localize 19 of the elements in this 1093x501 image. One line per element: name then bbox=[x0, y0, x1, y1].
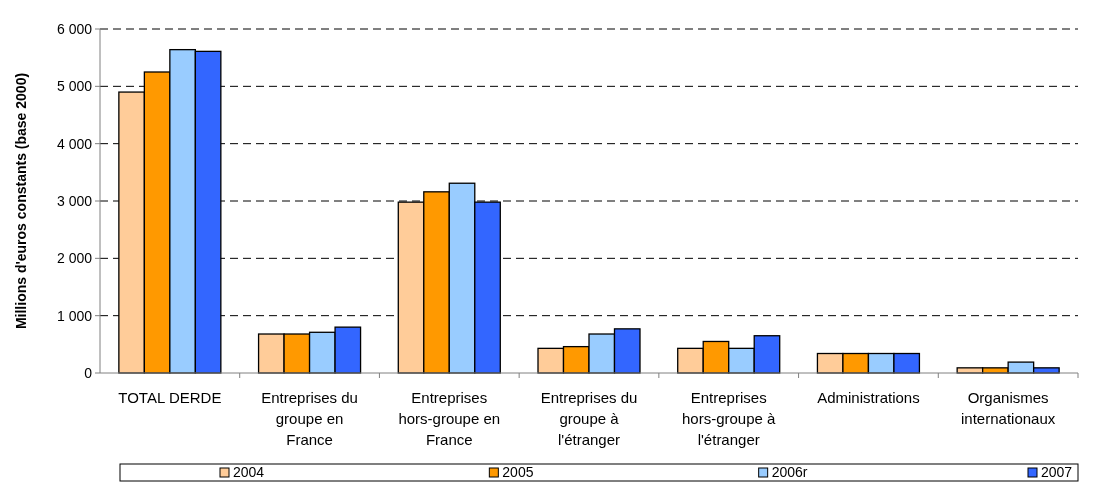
legend-label: 2004 bbox=[233, 464, 265, 480]
y-tick-label: 5 000 bbox=[56, 78, 93, 95]
x-tick-label: Entreprises du groupe à l'étranger bbox=[540, 389, 638, 448]
x-tick-label: Entreprises hors-groupe à l'étranger bbox=[682, 389, 777, 448]
y-tick-label: 1 000 bbox=[56, 307, 93, 324]
y-tick-label: 6 000 bbox=[56, 20, 93, 37]
y-tick-label: 0 bbox=[84, 364, 93, 381]
x-tick-label: TOTAL DERDE bbox=[118, 389, 222, 406]
y-tick-label: 3 000 bbox=[56, 192, 93, 209]
x-tick-label: Entreprises hors-groupe en France bbox=[398, 389, 501, 448]
y-tick-label: 4 000 bbox=[56, 135, 93, 152]
x-tick-label: Administrations bbox=[817, 389, 920, 406]
x-tick-label: Entreprises du groupe en France bbox=[261, 389, 358, 448]
x-tick-label: Organismes internationaux bbox=[961, 389, 1056, 427]
legend-label: 2005 bbox=[502, 464, 534, 480]
y-axis-title: Millions d'euros constants (base 2000) bbox=[13, 72, 29, 330]
legend-label: 2006r bbox=[771, 464, 808, 480]
y-tick-label: 2 000 bbox=[56, 250, 93, 267]
legend-label: 2007 bbox=[1041, 464, 1073, 480]
